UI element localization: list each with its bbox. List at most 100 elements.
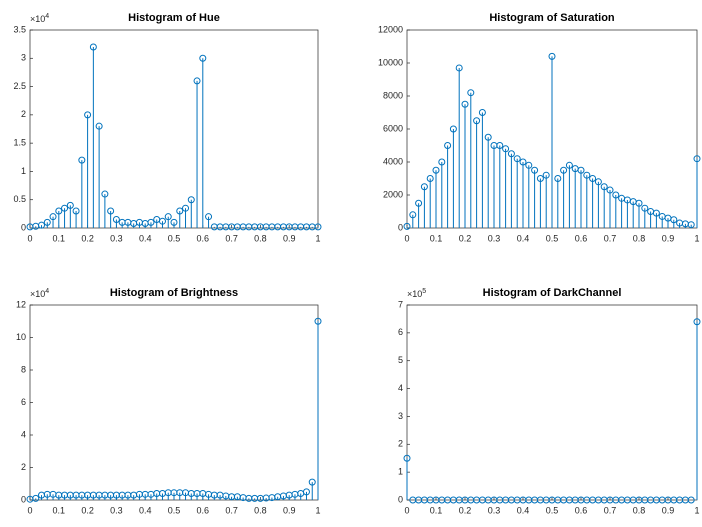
stem-marker	[525, 161, 533, 169]
stem-marker	[38, 221, 46, 229]
stem-marker	[101, 190, 109, 198]
x-tick-label: 0.1	[53, 505, 66, 515]
stem-marker	[496, 142, 504, 149]
stem-marker	[426, 175, 434, 182]
chart-title: Histogram of Hue	[128, 12, 220, 24]
x-tick-label: 0.5	[546, 233, 559, 243]
x-tick-label: 0	[27, 233, 32, 243]
y-tick-label: 0	[398, 222, 403, 232]
y-tick-label: 1	[21, 166, 26, 176]
y-exponent-power: 4	[45, 288, 49, 295]
stem-marker	[444, 142, 452, 149]
y-tick-label: 2	[21, 109, 26, 119]
stem-marker	[484, 133, 492, 141]
stem-marker	[176, 207, 184, 215]
stem-marker	[61, 204, 69, 212]
y-tick-label: 6	[398, 327, 403, 337]
x-tick-label: 1	[315, 505, 320, 515]
stem-marker	[199, 54, 207, 62]
y-exponent: ×104	[30, 288, 49, 300]
stem-marker	[164, 213, 172, 221]
x-tick-label: 0.7	[604, 505, 617, 515]
y-tick-label: 4000	[383, 156, 403, 166]
y-exponent: ×105	[407, 288, 426, 300]
x-tick-label: 0.9	[662, 505, 675, 515]
y-tick-label: 4	[398, 383, 403, 393]
stem-marker	[536, 175, 544, 182]
y-tick-label: 10	[16, 332, 26, 342]
y-tick-label: 3.5	[13, 24, 26, 34]
y-tick-label: 8000	[383, 90, 403, 100]
stem-marker	[635, 199, 643, 207]
stem-marker	[95, 122, 103, 130]
x-tick-label: 0.6	[575, 505, 588, 515]
y-tick-label: 5	[398, 355, 403, 365]
stem-marker	[66, 201, 74, 209]
stem-marker	[687, 496, 695, 504]
y-tick-label: 8	[21, 364, 26, 374]
stem-marker	[55, 207, 63, 215]
axes-box	[29, 304, 319, 501]
subplot: Histogram of Hue 0 0.1 0.2 0.3 0.4 0.5 0.6 0.7 0.…	[13, 12, 322, 243]
stem-marker	[687, 221, 695, 229]
x-tick-label: 0.7	[225, 505, 238, 515]
stem-marker	[107, 207, 115, 215]
x-tick-label: 0.9	[662, 233, 675, 243]
stem-marker	[432, 166, 440, 174]
stem-marker	[600, 183, 608, 191]
x-tick-label: 0.9	[283, 233, 296, 243]
y-tick-label: 7	[398, 299, 403, 309]
stem-marker	[409, 211, 417, 219]
x-tick-label: 0.8	[254, 505, 267, 515]
stem-marker	[652, 209, 660, 217]
stem-marker	[565, 161, 573, 169]
stem-marker	[641, 204, 649, 212]
stem-marker	[158, 217, 166, 225]
stem-marker	[314, 223, 322, 231]
x-tick-label: 0.9	[283, 505, 296, 515]
stem-marker	[32, 494, 40, 502]
y-exponent-base: ×10	[407, 289, 422, 299]
chart-title: Histogram of Saturation	[489, 12, 615, 24]
y-tick-label: 3	[21, 53, 26, 63]
x-tick-label: 1	[694, 233, 699, 243]
stem-marker	[542, 171, 550, 179]
stem-marker	[449, 125, 457, 133]
subplot: Histogram of Brightness 0 0.1 0.2 0.3 0.4 0.5 0…	[16, 287, 322, 515]
stem-marker	[403, 454, 411, 462]
stem-marker	[84, 111, 92, 119]
y-exponent-base: ×10	[30, 14, 45, 24]
stem-marker	[78, 156, 86, 164]
y-tick-label: 4	[21, 429, 26, 439]
stem-marker	[302, 488, 310, 496]
x-tick-label: 0.4	[517, 233, 530, 243]
y-tick-label: 0	[21, 222, 26, 232]
stem-marker	[594, 178, 602, 186]
chart-title: Histogram of Brightness	[110, 287, 238, 299]
x-tick-label: 0.8	[633, 505, 646, 515]
y-tick-label: 6	[21, 397, 26, 407]
stem-marker	[182, 204, 190, 212]
x-tick-label: 0.5	[168, 233, 181, 243]
stem-marker	[205, 213, 213, 221]
stem-marker	[507, 150, 515, 158]
x-tick-label: 0.2	[459, 233, 472, 243]
axes-box	[29, 29, 319, 229]
x-tick-label: 1	[315, 233, 320, 243]
stem-marker	[502, 145, 510, 153]
y-tick-label: 0.5	[13, 194, 26, 204]
y-tick-label: 12	[16, 299, 26, 309]
x-tick-label: 0.2	[459, 505, 472, 515]
x-tick-label: 1	[694, 505, 699, 515]
axes-box	[406, 304, 698, 501]
x-tick-label: 0.8	[633, 233, 646, 243]
y-exponent: ×104	[30, 13, 49, 25]
stem-marker	[548, 52, 556, 60]
stem-marker	[49, 213, 57, 221]
stem-marker	[438, 158, 446, 166]
x-tick-label: 0.2	[81, 233, 94, 243]
y-tick-label: 0	[398, 494, 403, 504]
y-tick-label: 12000	[378, 24, 403, 34]
x-tick-label: 0.1	[430, 233, 443, 243]
